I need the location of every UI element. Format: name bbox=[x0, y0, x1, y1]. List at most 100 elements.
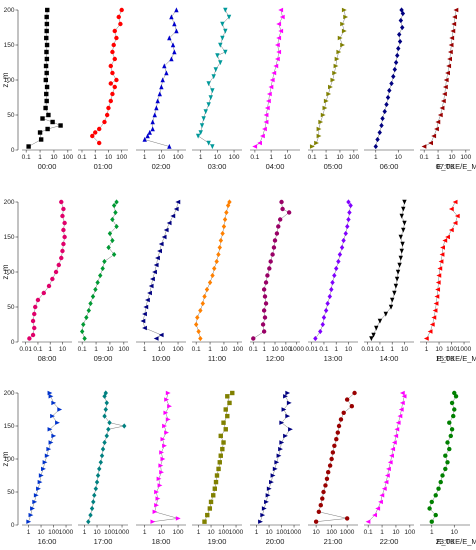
data-point bbox=[281, 407, 287, 412]
data-point bbox=[447, 446, 452, 452]
data-point bbox=[330, 450, 336, 455]
x-tick-label: 10 bbox=[105, 154, 113, 161]
data-point bbox=[399, 213, 404, 219]
data-point bbox=[400, 241, 405, 247]
data-point bbox=[206, 81, 211, 87]
data-point bbox=[343, 230, 348, 237]
panel-label: 19:00 bbox=[208, 537, 227, 546]
data-point bbox=[201, 116, 206, 122]
data-point bbox=[332, 272, 337, 279]
y-tick-label: 50 bbox=[7, 489, 15, 496]
data-point bbox=[221, 223, 227, 230]
x-tick-label: 10 bbox=[451, 529, 459, 536]
data-point bbox=[450, 28, 456, 34]
y-axis-label: z, m bbox=[1, 264, 10, 279]
data-point bbox=[339, 244, 345, 251]
data-point bbox=[160, 437, 166, 442]
data-point bbox=[323, 98, 329, 104]
data-point bbox=[263, 112, 269, 118]
x-tick-label: 100 bbox=[173, 154, 184, 161]
y-tick-label: 0 bbox=[11, 522, 15, 529]
data-point bbox=[225, 394, 230, 399]
data-point bbox=[212, 265, 217, 272]
data-point bbox=[269, 77, 275, 83]
data-point bbox=[442, 91, 447, 97]
data-point bbox=[260, 322, 266, 327]
data-point bbox=[110, 70, 115, 76]
data-point bbox=[58, 123, 63, 128]
series-line-10:00 bbox=[142, 201, 179, 339]
data-point bbox=[375, 136, 380, 143]
data-point bbox=[198, 130, 203, 136]
data-point bbox=[443, 453, 448, 458]
data-point bbox=[262, 294, 268, 299]
data-point bbox=[439, 252, 445, 257]
data-point bbox=[100, 265, 105, 272]
data-point bbox=[330, 77, 336, 83]
x-tick-label: 1 bbox=[143, 346, 147, 353]
data-point bbox=[167, 404, 172, 409]
data-point bbox=[389, 453, 394, 458]
data-point bbox=[167, 35, 172, 41]
data-point bbox=[276, 35, 282, 41]
data-point bbox=[454, 213, 460, 219]
x-tick-label: 10 bbox=[207, 529, 215, 536]
data-point bbox=[352, 390, 357, 396]
data-point bbox=[214, 473, 220, 478]
data-point bbox=[218, 42, 223, 48]
data-point bbox=[309, 144, 315, 149]
data-point bbox=[431, 315, 437, 320]
data-point bbox=[449, 427, 455, 432]
data-point bbox=[230, 390, 235, 396]
data-point bbox=[443, 466, 448, 472]
data-point bbox=[440, 473, 445, 478]
panel-label: 16:00 bbox=[38, 537, 57, 546]
data-point bbox=[33, 304, 38, 310]
data-point bbox=[108, 98, 113, 104]
data-point bbox=[327, 463, 333, 468]
x-tick-label: 1 bbox=[262, 346, 266, 353]
data-point bbox=[261, 308, 267, 313]
x-tick-label: 10 bbox=[106, 346, 114, 353]
data-point bbox=[427, 506, 432, 511]
data-point bbox=[452, 199, 458, 205]
data-point bbox=[226, 14, 232, 20]
data-point bbox=[288, 427, 293, 432]
data-point bbox=[395, 52, 400, 59]
data-point bbox=[102, 413, 107, 419]
data-point bbox=[373, 143, 378, 150]
data-point bbox=[159, 450, 164, 455]
data-point bbox=[220, 35, 225, 41]
data-point bbox=[199, 123, 205, 129]
data-point bbox=[399, 248, 404, 254]
data-point bbox=[313, 519, 319, 524]
data-point bbox=[449, 400, 455, 406]
data-point bbox=[346, 216, 351, 223]
data-point bbox=[340, 21, 345, 27]
panel-label: 02:00 bbox=[152, 162, 171, 171]
data-point bbox=[272, 466, 278, 472]
data-point bbox=[437, 266, 443, 271]
data-point bbox=[453, 7, 459, 13]
data-point bbox=[446, 63, 452, 69]
panel-label: 09:00 bbox=[94, 354, 113, 363]
data-point bbox=[46, 112, 51, 118]
data-point bbox=[260, 133, 265, 139]
x-tick-label: 10 bbox=[37, 529, 45, 536]
x-tick-label: 10 bbox=[214, 154, 222, 161]
data-point bbox=[167, 143, 172, 149]
panel-label: 10:00 bbox=[152, 354, 171, 363]
data-point bbox=[214, 258, 219, 265]
data-point bbox=[283, 394, 288, 399]
data-point bbox=[313, 335, 318, 342]
data-point bbox=[394, 427, 400, 432]
data-point bbox=[111, 202, 117, 209]
series-line-02:00 bbox=[144, 9, 177, 147]
data-point bbox=[334, 437, 339, 442]
x-tick-label: 100 bbox=[116, 154, 127, 161]
data-point bbox=[218, 433, 223, 439]
data-point bbox=[392, 290, 397, 296]
data-point bbox=[59, 199, 64, 205]
x-tick-label: 10 bbox=[50, 154, 58, 161]
data-point bbox=[202, 293, 207, 300]
